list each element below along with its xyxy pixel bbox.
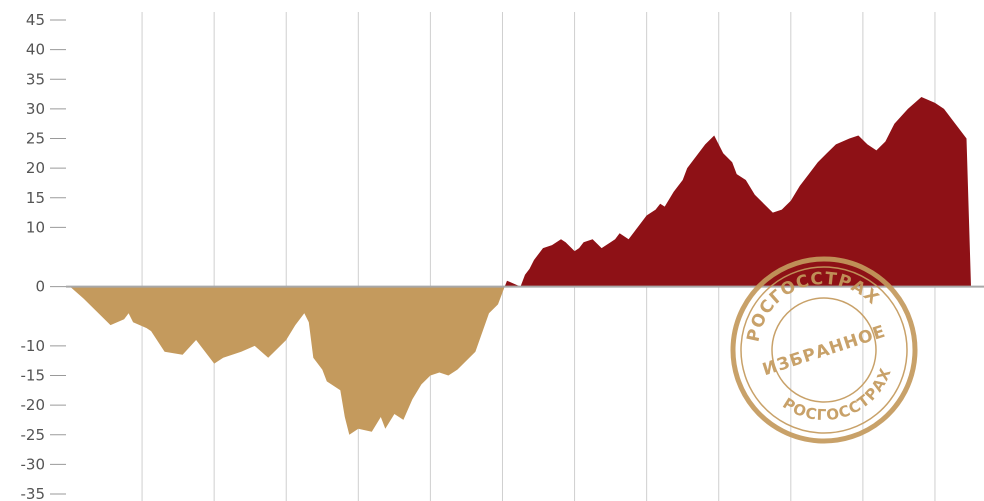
y-tick-label: 0 <box>35 278 45 296</box>
y-tick-label: 20 <box>26 159 45 177</box>
y-tick-label: 10 <box>26 218 45 236</box>
stamp-middle-ring <box>740 266 908 434</box>
y-tick-label: 45 <box>26 11 45 29</box>
y-axis: 45 40 35 30 25 20 15 10 0 -10 -15 -20 -25 -30 -35 <box>21 11 66 501</box>
y-tick-label: -25 <box>21 426 46 444</box>
y-tick-label: -20 <box>21 396 46 414</box>
y-tick-label: -30 <box>21 455 46 473</box>
y-tick-label: 40 <box>26 41 45 59</box>
y-tick-label: -35 <box>21 485 46 501</box>
stamp-inner-ring <box>771 297 877 403</box>
y-tick-label: -15 <box>21 367 46 385</box>
y-tick-label: 15 <box>26 189 45 207</box>
y-tick-label: 25 <box>26 130 45 148</box>
y-tick-label: -10 <box>21 337 46 355</box>
y-tick-label: 35 <box>26 70 45 88</box>
area-series <box>70 97 971 435</box>
negative-area <box>70 286 971 435</box>
stamp-center-text: ИЗБРАННОЕ <box>760 322 888 381</box>
y-tick-label: 30 <box>26 100 45 118</box>
positive-area <box>70 97 971 287</box>
stamp-outer-ring <box>730 256 918 444</box>
